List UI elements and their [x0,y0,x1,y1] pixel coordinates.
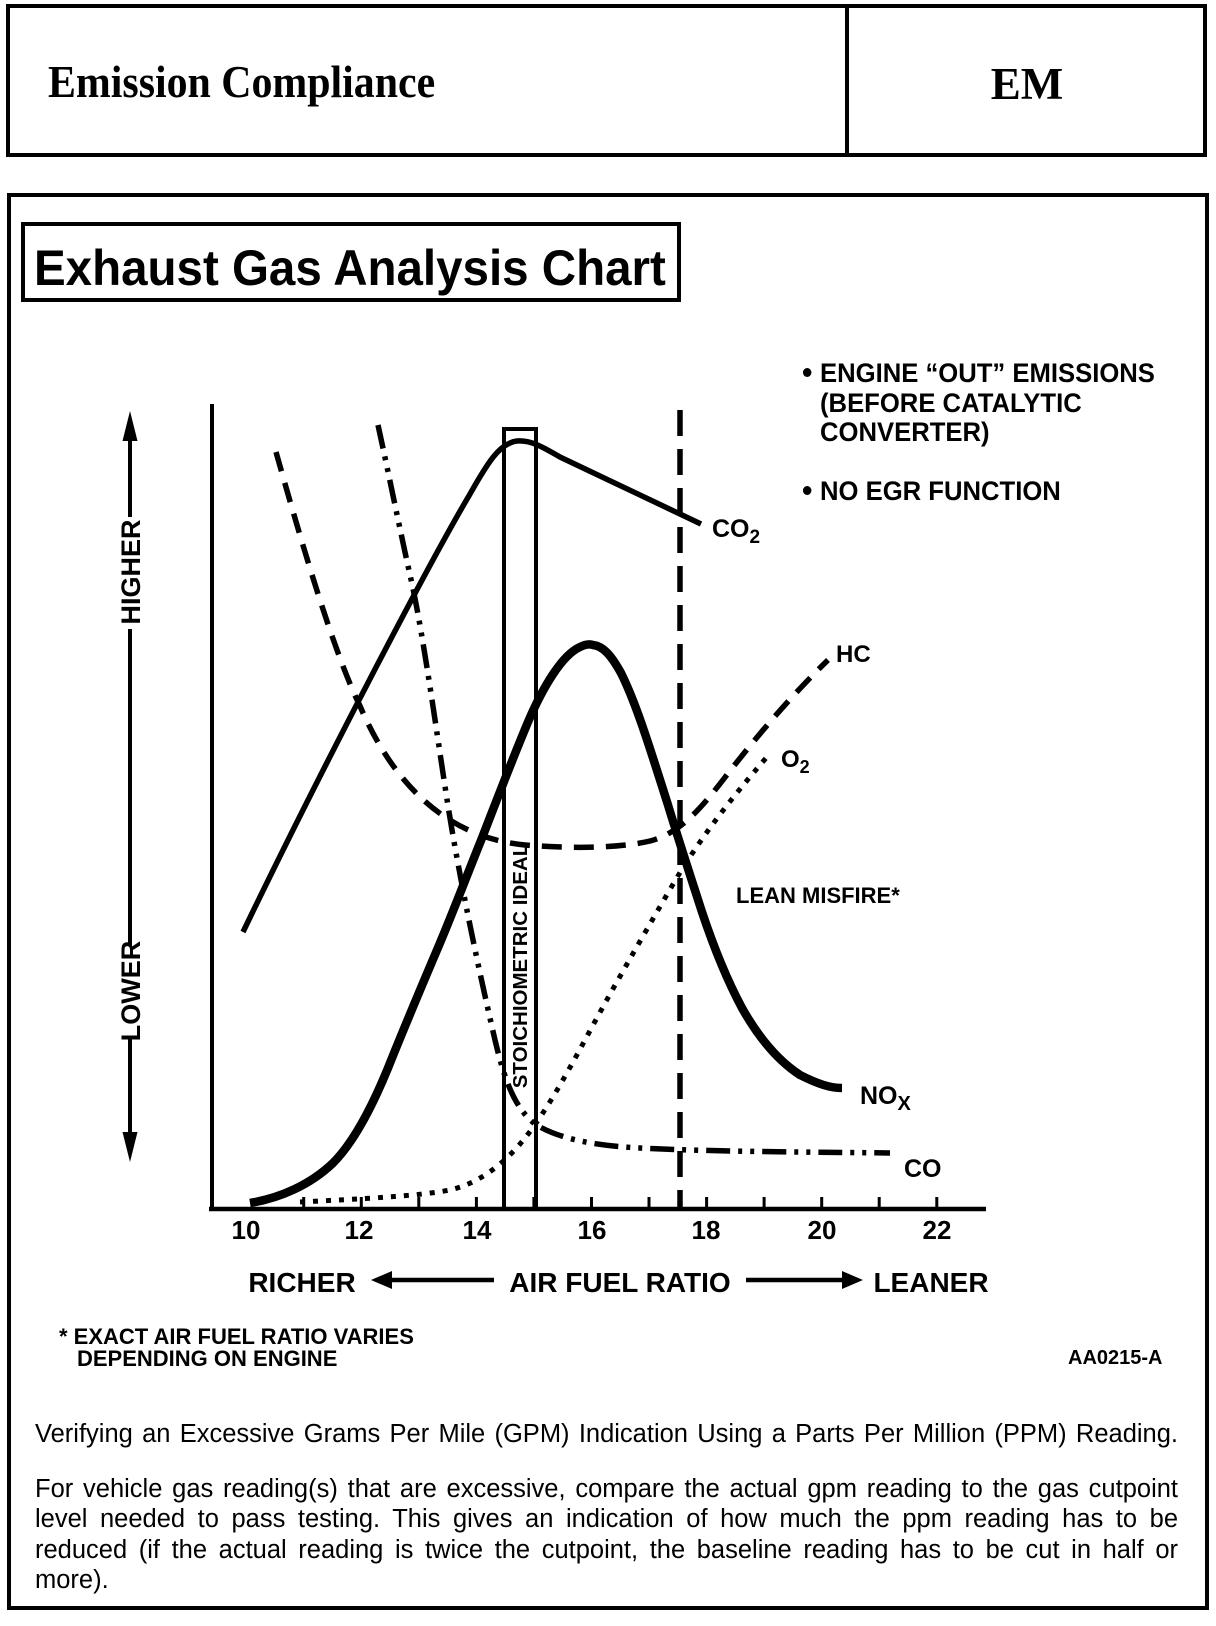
svg-text:20: 20 [808,1215,837,1245]
svg-text:HC: HC [836,641,871,668]
svg-text:10: 10 [232,1215,261,1245]
svg-text:CO: CO [904,1155,942,1183]
svg-text:LEANER: LEANER [873,1267,988,1298]
svg-text:22: 22 [923,1215,952,1245]
svg-text:12: 12 [345,1215,374,1245]
svg-text:14: 14 [463,1215,492,1245]
svg-text:LOWER: LOWER [116,941,146,1042]
svg-text:STOICHIOMETRIC IDEAL: STOICHIOMETRIC IDEAL [509,844,532,1089]
svg-text:CO2: CO2 [712,515,760,548]
svg-text:16: 16 [578,1215,607,1245]
svg-text:O2: O2 [781,746,810,777]
svg-text:18: 18 [692,1215,721,1245]
svg-text:AIR FUEL RATIO: AIR FUEL RATIO [509,1267,730,1298]
svg-text:RICHER: RICHER [248,1267,355,1298]
svg-text:HIGHER: HIGHER [116,519,146,624]
svg-text:LEAN MISFIRE*: LEAN MISFIRE* [736,883,900,908]
svg-text:NOX: NOX [860,1082,912,1115]
